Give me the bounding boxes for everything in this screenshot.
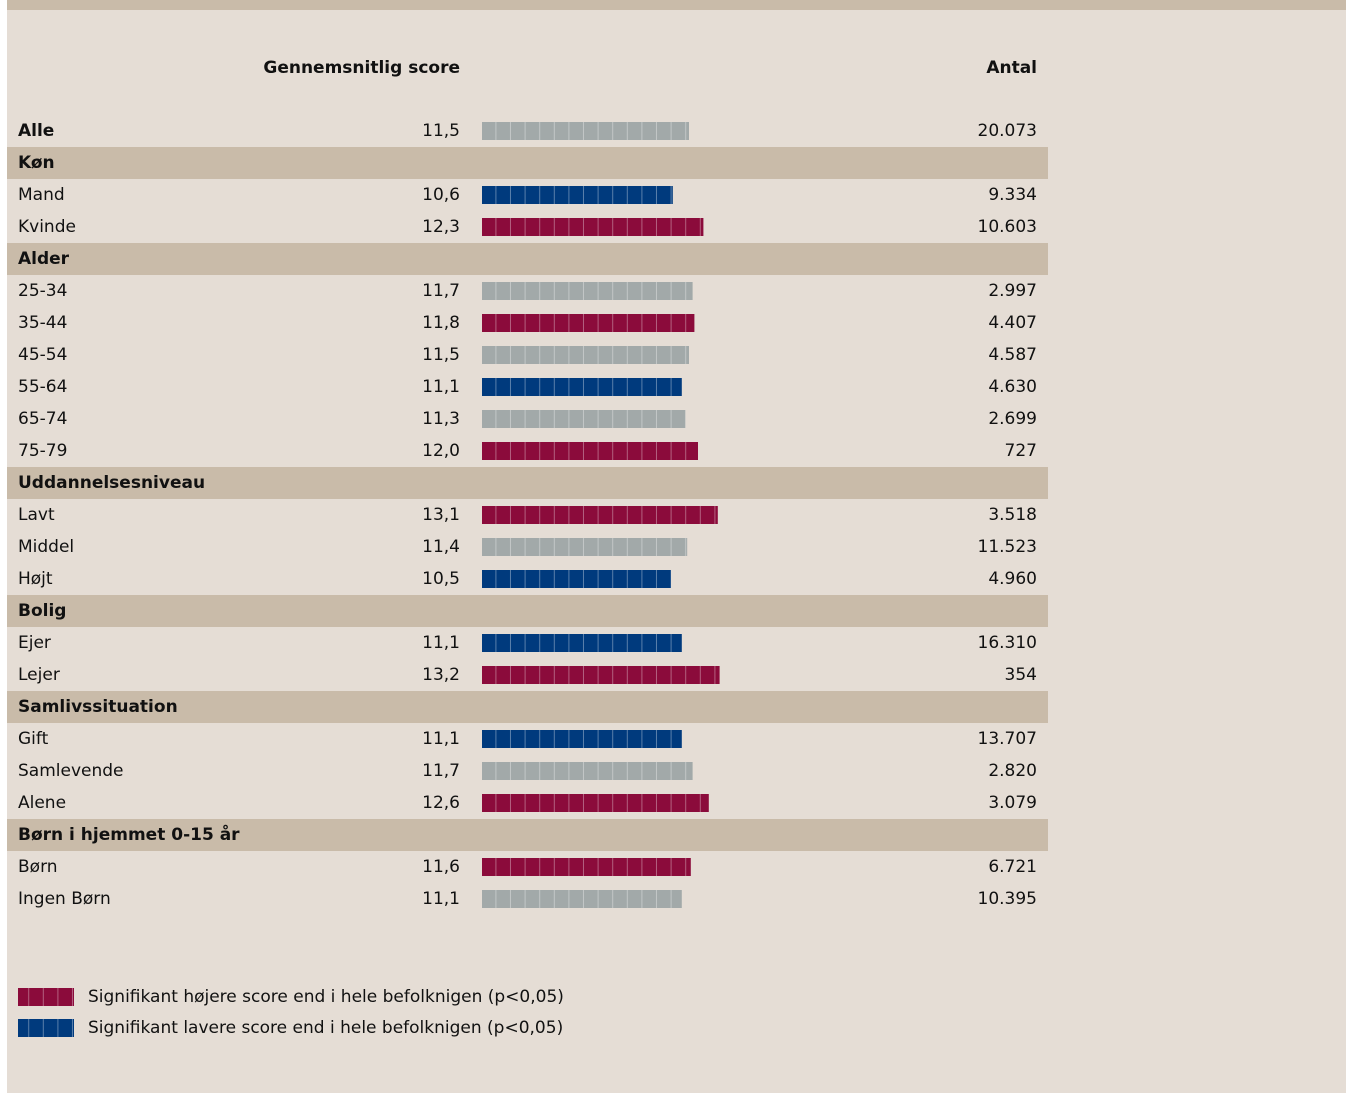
group-band xyxy=(7,243,1048,275)
count-label: 2.699 xyxy=(988,409,1037,429)
score-label: 11,8 xyxy=(422,313,460,333)
score-label: 12,0 xyxy=(422,441,460,461)
row-label: Ingen Børn xyxy=(18,889,111,909)
bar-segments xyxy=(482,506,718,524)
row-label: Højt xyxy=(18,569,53,589)
row-label: Lejer xyxy=(18,665,60,685)
bar-segments xyxy=(482,282,693,300)
bar-segments xyxy=(482,666,720,684)
score-label: 11,6 xyxy=(422,857,460,877)
row-label: Børn xyxy=(18,857,58,877)
count-label: 6.721 xyxy=(988,857,1037,877)
score-label: 11,1 xyxy=(422,889,460,909)
count-label: 4.587 xyxy=(988,345,1037,365)
group-label: Bolig xyxy=(18,601,66,621)
bar-segments xyxy=(482,538,688,556)
group-label: Alder xyxy=(18,249,70,269)
bar-segments xyxy=(482,314,695,332)
count-header: Antal xyxy=(986,58,1037,78)
count-label: 20.073 xyxy=(978,121,1037,141)
count-label: 2.820 xyxy=(988,761,1037,781)
legend-label: Signifikant lavere score end i hele befo… xyxy=(88,1018,563,1038)
score-label: 12,3 xyxy=(422,217,460,237)
row-label: Kvinde xyxy=(18,217,76,237)
row-label: Gift xyxy=(18,729,49,749)
group-label: Køn xyxy=(18,153,55,173)
bar-segments xyxy=(482,794,709,812)
count-label: 10.603 xyxy=(978,217,1037,237)
bar-segments xyxy=(482,186,673,204)
count-label: 3.518 xyxy=(988,505,1037,525)
group-band xyxy=(7,467,1048,499)
row-label: 25-34 xyxy=(18,281,67,301)
bar-segments xyxy=(482,730,682,748)
row-label: Ejer xyxy=(18,633,51,653)
group-label: Uddannelsesniveau xyxy=(18,473,205,493)
bar-segments xyxy=(482,634,682,652)
score-label: 11,5 xyxy=(422,121,460,141)
group-band xyxy=(7,147,1048,179)
group-band xyxy=(7,691,1048,723)
count-label: 16.310 xyxy=(978,633,1037,653)
bar-segments xyxy=(482,858,691,876)
score-label: 11,1 xyxy=(422,633,460,653)
score-label: 11,1 xyxy=(422,729,460,749)
group-label: Børn i hjemmet 0-15 år xyxy=(18,823,240,845)
row-label: Alle xyxy=(18,121,54,141)
score-label: 10,5 xyxy=(422,569,460,589)
score-label: 11,1 xyxy=(422,377,460,397)
bar-segments xyxy=(482,890,682,908)
bar-segments xyxy=(482,378,682,396)
row-label: Middel xyxy=(18,537,74,557)
count-label: 10.395 xyxy=(978,889,1037,909)
count-label: 13.707 xyxy=(978,729,1037,749)
row-label: 45-54 xyxy=(18,345,67,365)
row-label: 55-64 xyxy=(18,377,67,397)
bar-segments xyxy=(482,122,689,140)
group-label: Samlivssituation xyxy=(18,697,178,717)
count-label: 4.630 xyxy=(988,377,1037,397)
legend-label: Signifikant højere score end i hele befo… xyxy=(88,987,564,1007)
count-label: 4.960 xyxy=(988,569,1037,589)
top-band xyxy=(7,0,1346,10)
count-label: 354 xyxy=(1005,665,1037,685)
count-label: 9.334 xyxy=(988,185,1037,205)
bar-segments xyxy=(482,218,704,236)
legend-swatch-segments xyxy=(18,988,74,1006)
score-label: 11,7 xyxy=(422,281,460,301)
score-label: 10,6 xyxy=(422,185,460,205)
bar-segments xyxy=(482,442,698,460)
row-label: 75-79 xyxy=(18,441,67,461)
bar-segments xyxy=(482,410,686,428)
bar-segments xyxy=(482,570,671,588)
count-label: 727 xyxy=(1005,441,1037,461)
row-label: Samlevende xyxy=(18,761,124,781)
count-label: 4.407 xyxy=(988,313,1037,333)
score-label: 11,7 xyxy=(422,761,460,781)
count-label: 3.079 xyxy=(988,793,1037,813)
count-label: 11.523 xyxy=(978,537,1037,557)
row-label: Lavt xyxy=(18,505,55,525)
score-header: Gennemsnitlig score xyxy=(263,58,460,78)
row-label: 65-74 xyxy=(18,409,67,429)
bar-segments xyxy=(482,346,689,364)
score-label: 13,2 xyxy=(422,665,460,685)
row-label: Alene xyxy=(18,793,66,813)
score-label: 11,5 xyxy=(422,345,460,365)
legend-swatch-segments xyxy=(18,1019,74,1037)
count-label: 2.997 xyxy=(988,281,1037,301)
row-label: 35-44 xyxy=(18,313,67,333)
score-label: 13,1 xyxy=(422,505,460,525)
group-band xyxy=(7,595,1048,627)
score-label: 12,6 xyxy=(422,793,460,813)
row-label: Mand xyxy=(18,185,65,205)
score-label: 11,4 xyxy=(422,537,460,557)
bar-segments xyxy=(482,762,693,780)
score-label: 11,3 xyxy=(422,409,460,429)
group-band xyxy=(7,819,1048,851)
